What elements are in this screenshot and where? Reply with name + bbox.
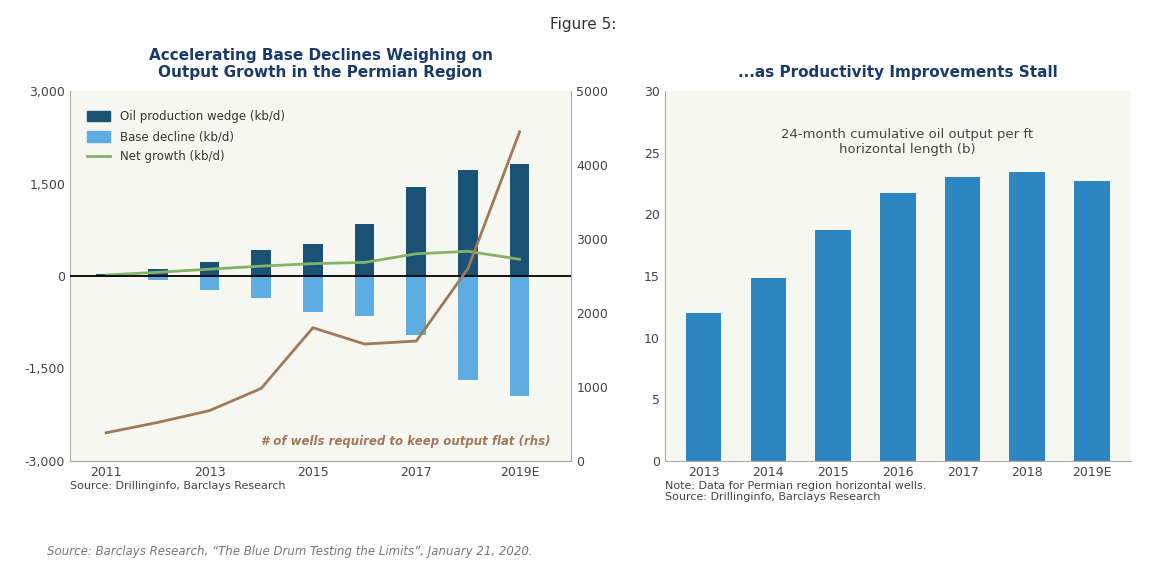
Bar xyxy=(252,276,271,298)
Bar xyxy=(1010,172,1045,461)
Bar xyxy=(407,276,426,335)
Text: Figure 5:: Figure 5: xyxy=(550,17,616,32)
Bar xyxy=(303,276,323,312)
Bar xyxy=(354,276,374,316)
Bar xyxy=(252,250,271,276)
Bar xyxy=(148,269,168,276)
Bar xyxy=(458,170,478,276)
Text: # of wells required to keep output flat (rhs): # of wells required to keep output flat … xyxy=(261,435,550,448)
Bar xyxy=(1074,181,1110,461)
Title: ...as Productivity Improvements Stall: ...as Productivity Improvements Stall xyxy=(738,65,1058,80)
Title: Accelerating Base Declines Weighing on
Output Growth in the Permian Region: Accelerating Base Declines Weighing on O… xyxy=(148,48,493,80)
Bar xyxy=(944,178,981,461)
Bar xyxy=(97,276,115,277)
Bar xyxy=(458,276,478,380)
Bar xyxy=(199,262,219,276)
Text: Source: Barclays Research, “The Blue Drum Testing the Limits”, January 21, 2020.: Source: Barclays Research, “The Blue Dru… xyxy=(47,545,532,558)
Bar xyxy=(510,276,529,396)
Bar xyxy=(303,244,323,276)
Bar xyxy=(199,276,219,290)
Text: 24-month cumulative oil output per ft
horizontal length (b): 24-month cumulative oil output per ft ho… xyxy=(781,128,1033,156)
Bar xyxy=(751,278,786,461)
Bar xyxy=(880,193,915,461)
Bar xyxy=(686,313,722,461)
Legend: Oil production wedge (kb/d), Base decline (kb/d), Net growth (kb/d): Oil production wedge (kb/d), Base declin… xyxy=(80,104,290,170)
Text: Note: Data for Permian region horizontal wells.
Source: Drillinginfo, Barclays R: Note: Data for Permian region horizontal… xyxy=(665,481,926,502)
Bar xyxy=(407,187,426,276)
Text: Source: Drillinginfo, Barclays Research: Source: Drillinginfo, Barclays Research xyxy=(70,481,286,491)
Bar xyxy=(354,224,374,276)
Bar xyxy=(97,274,115,276)
Bar xyxy=(510,164,529,276)
Bar xyxy=(815,230,851,461)
Bar xyxy=(148,276,168,280)
